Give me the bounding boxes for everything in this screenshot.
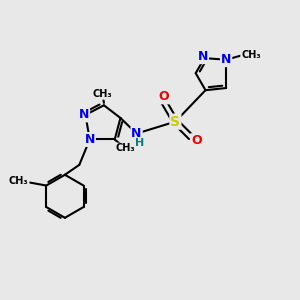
Text: S: S <box>170 115 180 129</box>
Text: O: O <box>159 90 169 103</box>
Text: N: N <box>79 108 89 122</box>
Text: N: N <box>221 53 231 66</box>
Text: N: N <box>131 127 142 140</box>
Text: CH₃: CH₃ <box>241 50 261 60</box>
Text: N: N <box>85 133 95 146</box>
Text: CH₃: CH₃ <box>93 89 112 99</box>
Text: O: O <box>191 134 202 147</box>
Text: CH₃: CH₃ <box>115 143 135 153</box>
Text: CH₃: CH₃ <box>9 176 28 186</box>
Text: N: N <box>198 50 208 63</box>
Text: H: H <box>135 138 144 148</box>
